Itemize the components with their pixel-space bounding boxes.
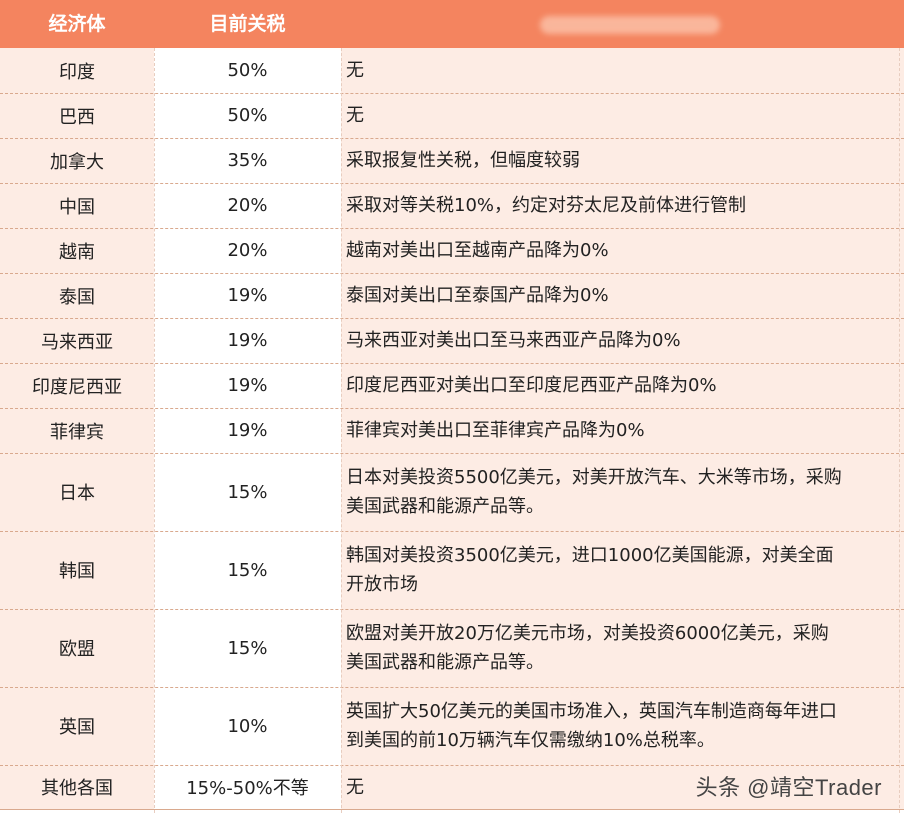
note-cell: 日本对美投资5500亿美元，对美开放汽车、大米等市场，采购 美国武器和能源产品等…: [341, 453, 904, 531]
table-header: 经济体 目前关税: [0, 0, 904, 48]
column-divider: [341, 48, 342, 813]
table-row: 泰国 19% 泰国对美出口至泰国产品降为0%: [0, 273, 904, 318]
economy-cell: 欧盟: [0, 609, 154, 687]
column-divider: [899, 48, 900, 813]
note-line-1: 韩国对美投资3500亿美元，进口1000亿美国能源，对美全面: [346, 545, 834, 566]
note-cell: 无: [341, 48, 904, 93]
tariff-cell: 19%: [154, 318, 341, 363]
row-divider: [0, 531, 904, 532]
note-cell: 无: [341, 765, 904, 809]
blurred-header-text: [540, 16, 720, 34]
row-divider: [0, 765, 904, 766]
note-cell: 印度尼西亚对美出口至印度尼西亚产品降为0%: [341, 363, 904, 408]
table-row: 日本 15% 日本对美投资5500亿美元，对美开放汽车、大米等市场，采购 美国武…: [0, 453, 904, 531]
column-divider: [154, 48, 155, 813]
economy-cell: 韩国: [0, 531, 154, 609]
header-current-tariff: 目前关税: [209, 13, 286, 35]
table-row: 越南 20% 越南对美出口至越南产品降为0%: [0, 228, 904, 273]
table-row: 中国 20% 采取对等关税10%，约定对芬太尼及前体进行管制: [0, 183, 904, 228]
row-divider: [0, 273, 904, 274]
tariff-cell: 20%: [154, 183, 341, 228]
table-row: 菲律宾 19% 菲律宾对美出口至菲律宾产品降为0%: [0, 408, 904, 453]
row-divider: [0, 809, 904, 810]
economy-cell: 菲律宾: [0, 408, 154, 453]
note-cell: 越南对美出口至越南产品降为0%: [341, 228, 904, 273]
row-divider: [0, 93, 904, 94]
table-row: 印度尼西亚 19% 印度尼西亚对美出口至印度尼西亚产品降为0%: [0, 363, 904, 408]
row-divider: [0, 363, 904, 364]
watermark: 头条 @靖空Trader: [695, 775, 882, 800]
row-divider: [0, 183, 904, 184]
row-divider: [0, 408, 904, 409]
note-cell: 韩国对美投资3500亿美元，进口1000亿美国能源，对美全面 开放市场: [341, 531, 904, 609]
note-cell: 英国扩大50亿美元的美国市场准入，英国汽车制造商每年进口 到美国的前10万辆汽车…: [341, 687, 904, 765]
tariff-cell: 35%: [154, 138, 341, 183]
note-cell: 马来西亚对美出口至马来西亚产品降为0%: [341, 318, 904, 363]
economy-cell: 马来西亚: [0, 318, 154, 363]
note-line-1: 欧盟对美开放20万亿美元市场，对美投资6000亿美元，采购: [346, 623, 829, 644]
note-line-1: 英国扩大50亿美元的美国市场准入，英国汽车制造商每年进口: [346, 701, 837, 722]
tariff-cell: 15%-50%不等: [154, 765, 341, 809]
economy-cell: 越南: [0, 228, 154, 273]
note-cell: 菲律宾对美出口至菲律宾产品降为0%: [341, 408, 904, 453]
note-line-1: 日本对美投资5500亿美元，对美开放汽车、大米等市场，采购: [346, 467, 842, 488]
row-divider: [0, 453, 904, 454]
economy-cell: 英国: [0, 687, 154, 765]
note-cell: 采取对等关税10%，约定对芬太尼及前体进行管制: [341, 183, 904, 228]
economy-cell: 印度: [0, 48, 154, 93]
row-divider: [0, 609, 904, 610]
tariff-cell: 15%: [154, 453, 341, 531]
tariff-cell: 20%: [154, 228, 341, 273]
economy-cell: 印度尼西亚: [0, 363, 154, 408]
table-row: 其他各国 15%-50%不等 无: [0, 765, 904, 809]
table-row: 欧盟 15% 欧盟对美开放20万亿美元市场，对美投资6000亿美元，采购 美国武…: [0, 609, 904, 687]
note-cell: 欧盟对美开放20万亿美元市场，对美投资6000亿美元，采购 美国武器和能源产品等…: [341, 609, 904, 687]
table-row: 巴西 50% 无: [0, 93, 904, 138]
row-divider: [0, 138, 904, 139]
tariff-cell: 19%: [154, 408, 341, 453]
row-divider: [0, 318, 904, 319]
tariff-cell: 50%: [154, 93, 341, 138]
economy-cell: 加拿大: [0, 138, 154, 183]
tariff-cell: 50%: [154, 48, 341, 93]
note-cell: 泰国对美出口至泰国产品降为0%: [341, 273, 904, 318]
table-row: 英国 10% 英国扩大50亿美元的美国市场准入，英国汽车制造商每年进口 到美国的…: [0, 687, 904, 765]
tariff-cell: 15%: [154, 531, 341, 609]
table-row: 韩国 15% 韩国对美投资3500亿美元，进口1000亿美国能源，对美全面 开放…: [0, 531, 904, 609]
note-cell: 无: [341, 93, 904, 138]
tariff-cell: 15%: [154, 609, 341, 687]
row-divider: [0, 228, 904, 229]
header-economy: 经济体: [48, 13, 106, 35]
tariff-cell: 19%: [154, 273, 341, 318]
row-divider: [0, 687, 904, 688]
table-row: 印度 50% 无: [0, 48, 904, 93]
table-row: 加拿大 35% 采取报复性关税，但幅度较弱: [0, 138, 904, 183]
note-line-2: 开放市场: [346, 574, 418, 595]
tariff-cell: 19%: [154, 363, 341, 408]
note-line-2: 美国武器和能源产品等。: [346, 496, 544, 517]
economy-cell: 泰国: [0, 273, 154, 318]
economy-cell: 巴西: [0, 93, 154, 138]
note-line-2: 美国武器和能源产品等。: [346, 652, 544, 673]
economy-cell: 其他各国: [0, 765, 154, 809]
table-row: 马来西亚 19% 马来西亚对美出口至马来西亚产品降为0%: [0, 318, 904, 363]
tariff-cell: 10%: [154, 687, 341, 765]
note-line-2: 到美国的前10万辆汽车仅需缴纳10%总税率。: [346, 730, 715, 751]
note-cell: 采取报复性关税，但幅度较弱: [341, 138, 904, 183]
economy-cell: 中国: [0, 183, 154, 228]
economy-cell: 日本: [0, 453, 154, 531]
